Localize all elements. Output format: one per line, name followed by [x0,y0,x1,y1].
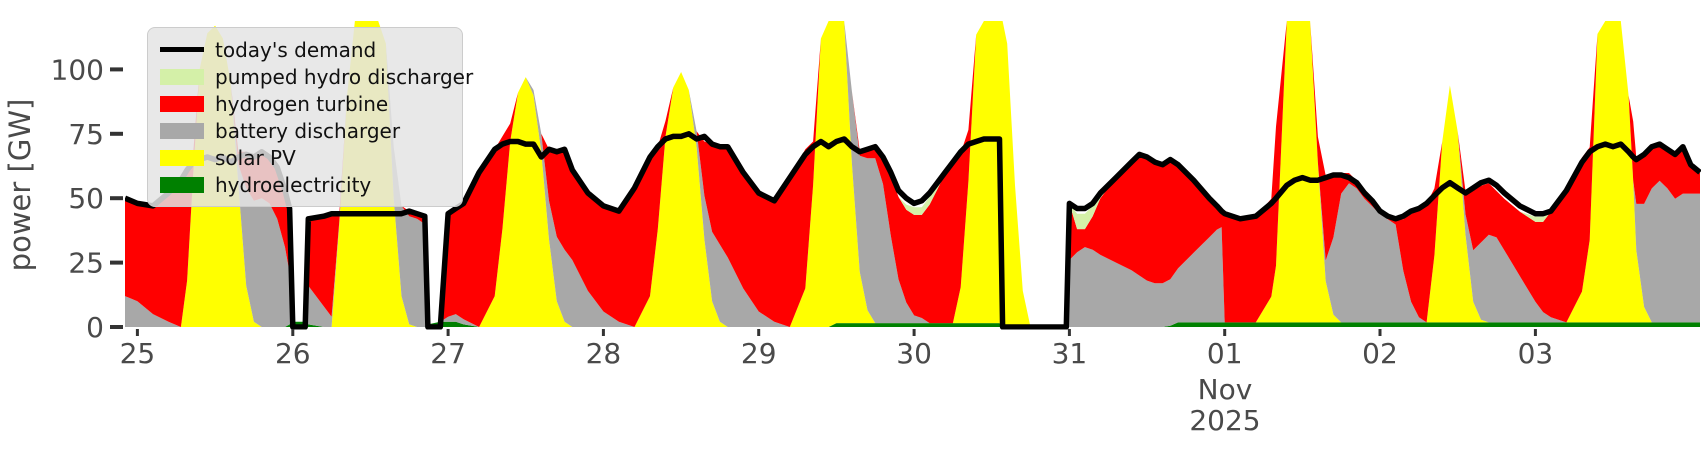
legend-swatch-solar-pv [160,149,204,166]
x-tick-label: 29 [741,337,777,370]
x-tick-label: 28 [586,337,622,370]
y-tick-label: 75 [68,118,104,151]
legend-label-solar-pv: solar PV [215,145,296,170]
legend-item-hydroelectricity: hydroelectricity [160,171,450,198]
legend-swatch-hydroelectricity [160,176,204,193]
demand-line-group [125,131,1701,330]
legend-item-battery-discharger: battery discharger [160,117,450,144]
y-tick-label: 0 [86,311,104,344]
x-tick-label: 31 [1052,337,1088,370]
area-solar-pv [125,21,1700,327]
legend-item-solar-pv: solar PV [160,144,450,171]
area-battery-discharger [125,21,1700,327]
x-axis-month-label: Nov [1198,373,1253,406]
legend: today's demand pumped hydro discharger hyd… [147,27,473,207]
legend-item-hydrogen-turbine: hydrogen turbine [160,90,450,117]
legend-label-today-s-demand: today's demand [215,37,377,62]
area-hydroelectricity [125,321,1700,327]
x-tick-label: 02 [1362,337,1398,370]
legend-label-hydroelectricity: hydroelectricity [215,172,372,197]
y-tick-label: 50 [68,182,104,215]
axis-ticks: 0 25 50 75 100 25 26 27 28 29 30 31 01 02 03 [51,53,1554,370]
x-tick-label: 01 [1207,337,1243,370]
x-tick-label: 30 [896,337,932,370]
y-axis-label: power [GW] [3,99,37,272]
y-tick-label: 100 [51,53,104,86]
legend-label-battery-discharger: battery discharger [215,118,401,143]
y-tick-label: 25 [68,247,104,280]
legend-swatch-hydrogen-turbine [160,95,204,112]
legend-label-hydrogen-turbine: hydrogen turbine [215,91,389,116]
x-tick-label: 03 [1518,337,1554,370]
legend-label-pumped-hydro-discharger: pumped hydro discharger [215,64,474,89]
stacked-areas [125,21,1700,327]
x-axis-year-label: 2025 [1189,404,1260,437]
x-tick-label: 26 [275,337,311,370]
demand-line [125,131,1701,330]
legend-swatch-today-s-demand [160,47,204,52]
x-tick-label: 27 [430,337,466,370]
area-hydrogen-turbine [125,21,1700,327]
legend-swatch-pumped-hydro-discharger [160,68,204,85]
legend-swatch-battery-discharger [160,122,204,139]
legend-item-pumped-hydro-discharger: pumped hydro discharger [160,63,473,90]
legend-item-today-s-demand: today's demand [160,36,450,63]
x-tick-label: 25 [120,337,156,370]
